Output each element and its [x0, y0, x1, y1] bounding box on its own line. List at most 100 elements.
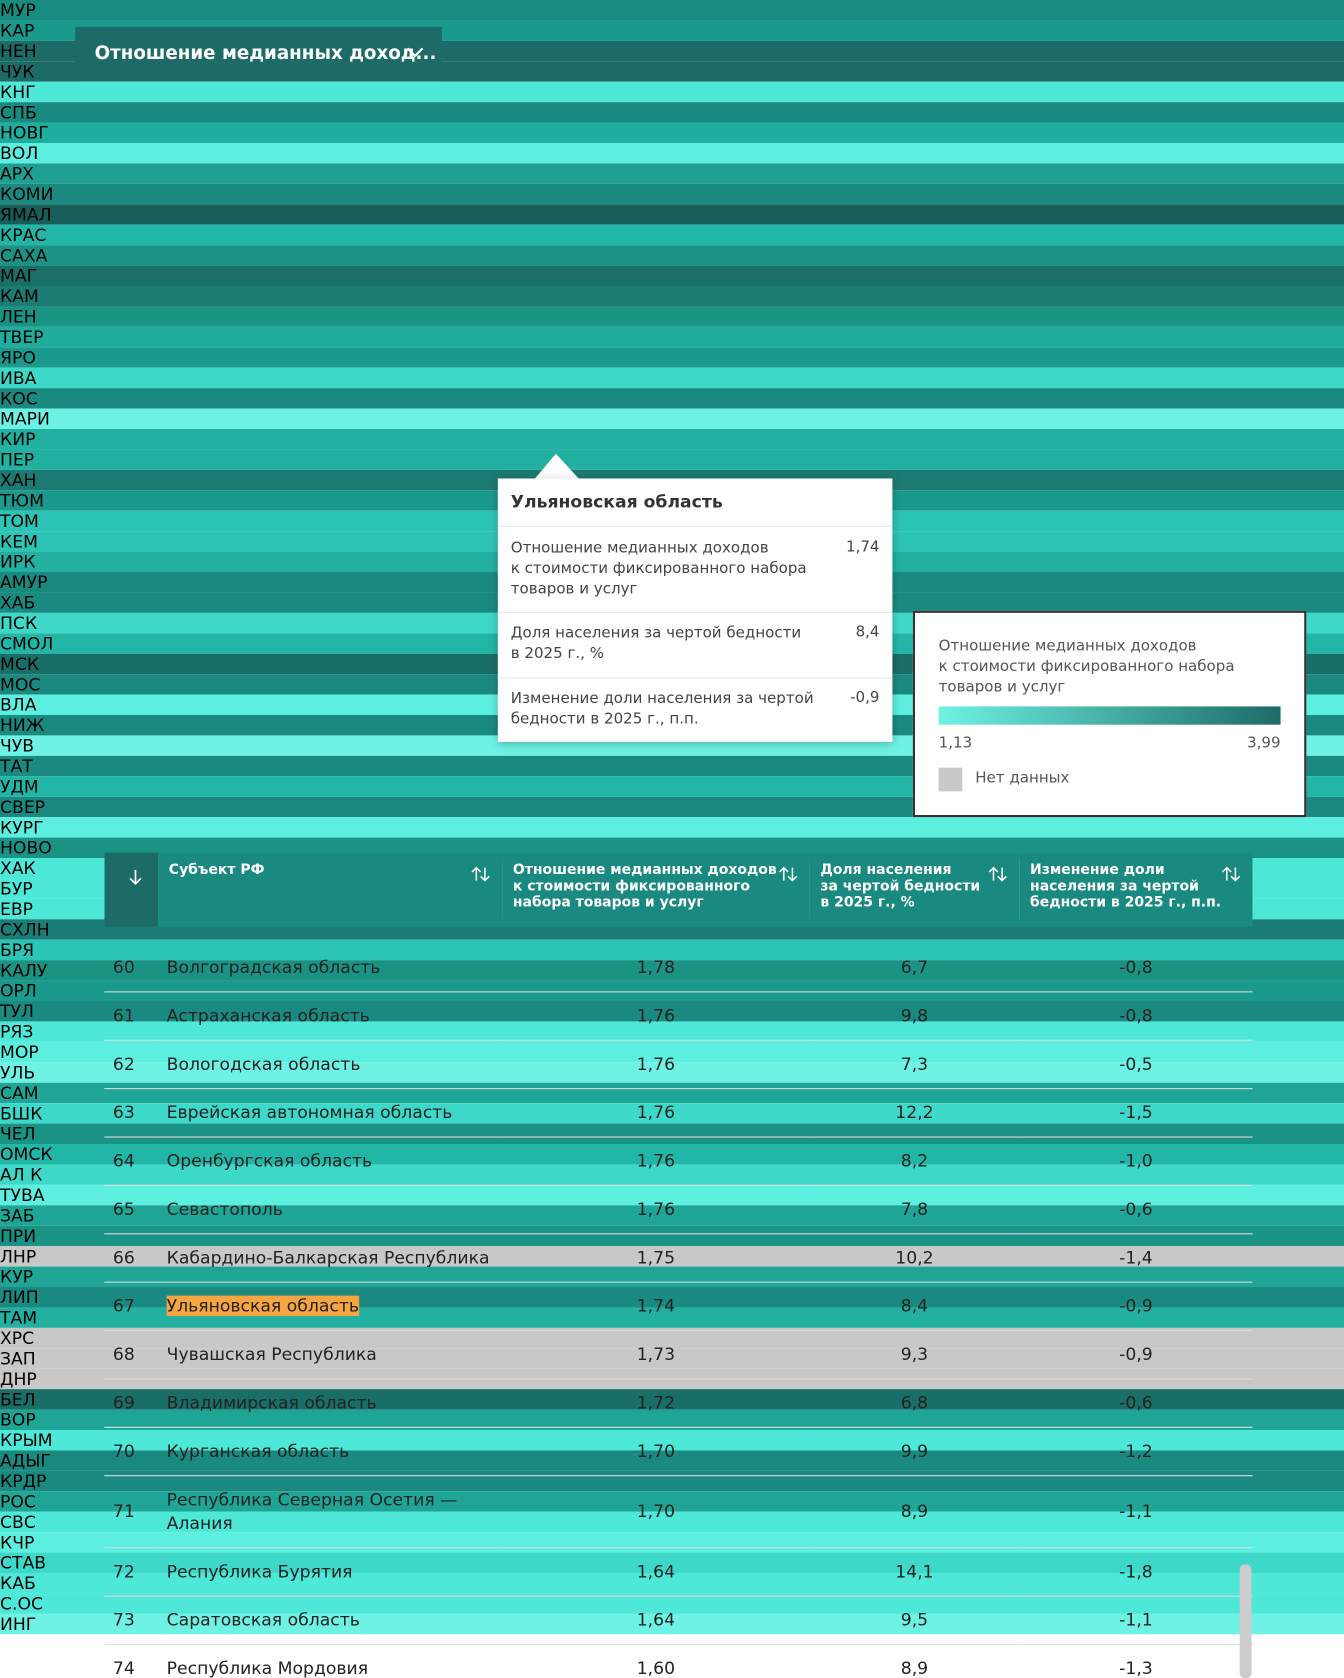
tile[interactable]: КАМ — [0, 286, 1344, 307]
table-row: 74 Республика Мордовия 1,60 8,9 -1,3 — [104, 1644, 1253, 1678]
tile[interactable]: ЯМАЛ — [0, 204, 1344, 225]
tile[interactable]: КИР — [0, 429, 1344, 450]
table-row: 60 Волгоградская область 1,78 6,7 -0,8 — [104, 944, 1253, 993]
sort-icon — [129, 869, 142, 886]
table-cell: Астраханская область — [158, 991, 503, 1041]
column-header[interactable]: Доля населения за чертой бедности в 2025… — [809, 852, 1020, 927]
region-name: Саратовская область — [166, 1609, 360, 1631]
rank: 64 — [112, 1150, 135, 1171]
no-data-swatch — [938, 767, 963, 792]
sort-icon — [988, 866, 1007, 882]
table-row: 70 Курганская область 1,70 9,9 -1,2 — [104, 1427, 1253, 1477]
poverty-change: -0,8 — [1119, 956, 1153, 978]
table-cell: 1,76 — [502, 1185, 810, 1235]
poverty-change: -1,8 — [1119, 1561, 1153, 1582]
table-cell: 1,76 — [502, 1137, 810, 1186]
column-header[interactable]: Изменение доли населения за чертой бедно… — [1019, 852, 1253, 927]
table-cell: Волгоградская область — [158, 944, 503, 993]
rank: 71 — [112, 1500, 135, 1522]
table-row: 73 Саратовская область 1,64 9,5 -1,1 — [104, 1596, 1253, 1646]
table-cell: 69 — [104, 1378, 159, 1428]
poverty-share: 8,9 — [900, 1657, 929, 1678]
poverty-share: 7,3 — [900, 1053, 929, 1075]
tile[interactable]: КУРГ — [0, 817, 1344, 838]
poverty-change: -1,1 — [1119, 1609, 1153, 1631]
color-scale — [938, 706, 1281, 725]
income-ratio: 1,70 — [636, 1500, 676, 1522]
table-cell: Курганская область — [158, 1427, 503, 1477]
region-name: Волгоградская область — [166, 956, 381, 978]
table-cell: -1,4 — [1019, 1233, 1253, 1283]
table-cell: 9,5 — [809, 1596, 1020, 1646]
poverty-share: 6,7 — [900, 956, 929, 978]
rank: 66 — [112, 1247, 135, 1268]
region-name: Республика Бурятия — [166, 1561, 353, 1582]
income-ratio: 1,76 — [636, 1005, 676, 1026]
table-cell: -1,5 — [1019, 1088, 1253, 1138]
tile[interactable]: МУР — [0, 0, 1344, 21]
income-ratio: 1,70 — [636, 1440, 676, 1462]
tile[interactable]: КНГ — [0, 81, 1344, 103]
poverty-share: 8,2 — [900, 1150, 929, 1171]
table-cell: 1,60 — [502, 1644, 810, 1678]
income-ratio: 1,74 — [636, 1295, 676, 1317]
sort-column[interactable] — [104, 852, 159, 927]
tile[interactable]: МАРИ — [0, 408, 1344, 430]
table-cell: Еврейская автономная область — [158, 1088, 503, 1138]
table-row: 65 Севастополь 1,76 7,8 -0,6 — [104, 1185, 1253, 1235]
tile[interactable]: КОМИ — [0, 183, 1344, 205]
sort-icon — [471, 866, 490, 882]
table-cell: -1,0 — [1019, 1137, 1253, 1186]
tooltip-title: Ульяновская область — [510, 491, 723, 512]
column-header[interactable]: Отношение медианных доходов к стоимости … — [502, 852, 810, 927]
tooltip-label: Отношение медианных доходов к стоимости … — [510, 539, 807, 598]
table-cell: Владимирская область — [158, 1378, 503, 1428]
poverty-share: 9,5 — [900, 1609, 929, 1631]
tile[interactable]: ВОЛ — [0, 143, 1344, 164]
table-cell: 8,9 — [809, 1644, 1020, 1678]
tile[interactable]: НОВГ — [0, 122, 1344, 144]
table-row: 62 Вологодская область 1,76 7,3 -0,5 — [104, 1040, 1253, 1090]
tile[interactable]: СПБ — [0, 102, 1344, 123]
table-cell: 8,4 — [809, 1282, 1020, 1332]
tile[interactable]: ТВЕР — [0, 326, 1344, 348]
poverty-share: 9,9 — [900, 1440, 929, 1462]
table-cell: Севастополь — [158, 1185, 503, 1235]
tile[interactable]: МАГ — [0, 265, 1344, 287]
tooltip: Ульяновская область Отношение медианных … — [497, 478, 893, 742]
sort-icon — [1221, 866, 1241, 882]
legend-min: 1,13 — [938, 734, 973, 752]
table-row: 68 Чувашская Республика 1,73 9,3 -0,9 — [104, 1330, 1253, 1380]
tooltip-label: Доля населения за чертой бедности в 2025… — [510, 624, 802, 663]
table-row: 61 Астраханская область 1,76 9,8 -0,8 — [104, 991, 1253, 1041]
tile[interactable]: ЛЕН — [0, 306, 1344, 327]
tile[interactable]: ИВА — [0, 367, 1344, 389]
table-cell: 71 — [104, 1475, 159, 1549]
poverty-change: -0,6 — [1119, 1392, 1153, 1413]
poverty-share: 7,8 — [900, 1198, 929, 1220]
tile[interactable]: КОС — [0, 388, 1344, 409]
table-cell: 1,78 — [502, 944, 810, 993]
tile[interactable]: САХА — [0, 245, 1344, 266]
scrollbar[interactable] — [1239, 1564, 1252, 1678]
region-name: Республика Мордовия — [166, 1657, 369, 1678]
poverty-change: -0,9 — [1119, 1295, 1153, 1317]
table-cell: -1,2 — [1019, 1427, 1253, 1477]
tile[interactable]: ПЕР — [0, 449, 1344, 470]
table-cell: 72 — [104, 1547, 159, 1597]
table-cell: -0,9 — [1019, 1330, 1253, 1380]
tile[interactable]: АРХ — [0, 163, 1344, 184]
income-ratio: 1,76 — [636, 1053, 676, 1075]
poverty-share: 9,3 — [900, 1344, 929, 1365]
indicator-dropdown[interactable]: Отношение медианных доход... — [75, 26, 442, 81]
rank: 65 — [112, 1198, 135, 1220]
table-cell: 7,8 — [809, 1185, 1020, 1235]
income-ratio: 1,64 — [636, 1561, 676, 1582]
poverty-change: -1,5 — [1119, 1102, 1153, 1123]
income-ratio: 1,72 — [636, 1392, 676, 1413]
tile[interactable]: ЯРО — [0, 347, 1344, 368]
tile[interactable]: КРАС — [0, 224, 1344, 246]
table-cell: 1,75 — [502, 1233, 810, 1283]
column-header[interactable]: Субъект РФ — [158, 852, 503, 927]
table-cell: -1,1 — [1019, 1596, 1253, 1646]
